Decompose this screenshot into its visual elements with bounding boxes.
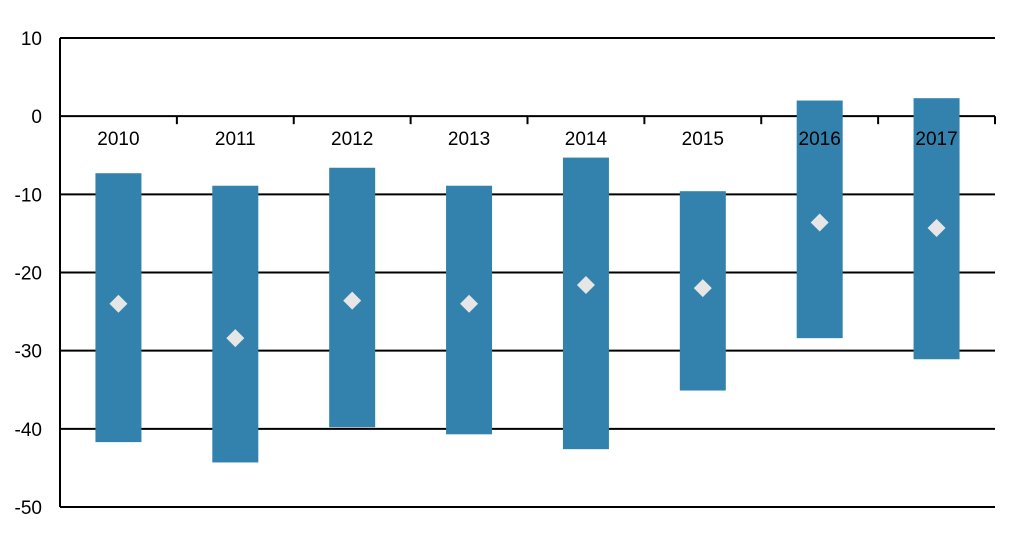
range-bar-2014 <box>562 157 609 450</box>
x-tick-label: 2016 <box>799 129 841 150</box>
x-tick-label: 2014 <box>565 129 608 150</box>
value-markers <box>109 213 946 348</box>
x-tick-label: 2015 <box>682 129 724 150</box>
x-tick-label: 2011 <box>215 129 256 150</box>
value-marker-2017 <box>927 218 946 237</box>
x-tick-label: 2013 <box>448 129 490 150</box>
y-tick-label: -50 <box>15 498 42 519</box>
y-tick-label: 10 <box>21 29 42 50</box>
tick-labels: 10 0 -10 -20 -30 -40 -50 2010 2011 2012 2013 2014 20… <box>15 29 958 519</box>
value-marker-2016 <box>810 213 829 232</box>
value-marker-2015 <box>693 279 712 298</box>
y-tick-label: -30 <box>15 342 42 363</box>
y-tick-label: 0 <box>31 107 42 128</box>
x-tick-label: 2017 <box>915 129 957 150</box>
value-marker-2013 <box>460 294 479 313</box>
range-bar-2011 <box>212 185 259 463</box>
range-bars <box>95 98 960 463</box>
y-tick-label: -10 <box>15 185 42 206</box>
y-tick-label: -20 <box>15 264 42 285</box>
value-marker-2014 <box>576 276 595 295</box>
value-marker-2011 <box>226 329 245 348</box>
x-tick-label: 2012 <box>331 129 373 150</box>
x-tick-label: 2010 <box>97 129 139 150</box>
value-marker-2010 <box>109 294 128 313</box>
y-tick-label: -40 <box>15 420 42 441</box>
axes <box>59 38 996 507</box>
gridlines <box>60 37 995 508</box>
value-marker-2012 <box>343 291 362 310</box>
